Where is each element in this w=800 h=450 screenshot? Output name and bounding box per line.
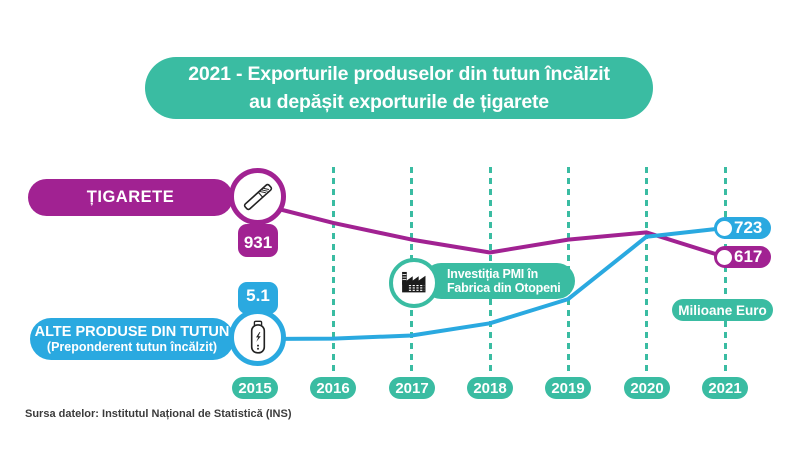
- annotation-pill: Investiția PMI în Fabrica din Otopeni: [423, 263, 575, 299]
- factory-icon-circle: [389, 258, 439, 308]
- cigarettes-2015-value-tag: 931: [238, 224, 278, 257]
- cigarettes-2021-value: 617: [734, 247, 763, 266]
- title-line-2: au depășit exporturile de țigarete: [249, 91, 549, 113]
- title-line-1: 2021 - Exporturile produselor din tutun …: [188, 63, 610, 85]
- unit-label: Milioane Euro: [678, 302, 767, 318]
- heated-2015-value: 5.1: [246, 286, 270, 305]
- heated-line-endpoint-dot: [717, 220, 732, 236]
- e-cigarette-icon: [250, 320, 265, 354]
- cigarettes-line-endpoint-dot: [717, 249, 732, 265]
- year-pill-2017: 2017: [389, 377, 435, 399]
- year-pill-2015: 2015: [232, 377, 278, 399]
- gridline-2016: [332, 167, 335, 375]
- year-pill-2018: 2018: [467, 377, 513, 399]
- heated-2021-value-pill: 723: [714, 217, 771, 239]
- year-pill-2021: 2021: [702, 377, 748, 399]
- gridline-2020: [645, 167, 648, 375]
- heated-label-line1: ALTE PRODUSE DIN TUTUN: [34, 324, 230, 340]
- factory-icon: [402, 271, 426, 293]
- heated-device-icon-circle: [229, 309, 286, 366]
- heated-label-line2: (Preponderent tutun încălzit): [46, 340, 218, 354]
- year-pill-2016: 2016: [310, 377, 356, 399]
- gridline-2021: [724, 167, 727, 375]
- annotation-line2: Fabrica din Otopeni: [447, 281, 561, 295]
- year-pill-2020: 2020: [624, 377, 670, 399]
- heated-2021-value: 723: [734, 218, 763, 237]
- cigarette-icon-circle: [229, 168, 286, 225]
- cigarette-icon: [243, 183, 272, 210]
- cigarettes-label-pill: ȚIGARETE: [28, 179, 233, 216]
- cigarettes-2021-value-pill: 617: [714, 246, 771, 268]
- unit-label-pill: Milioane Euro: [672, 299, 773, 321]
- title-banner: 2021 - Exporturile produselor din tutun …: [145, 57, 653, 119]
- annotation-line1: Investiția PMI în: [447, 266, 539, 281]
- heated-label-pill: ALTE PRODUSE DIN TUTUN (Preponderent tut…: [30, 318, 234, 360]
- source-note: Sursa datelor: Institutul Național de St…: [25, 408, 292, 420]
- cigarettes-label: ȚIGARETE: [86, 188, 175, 206]
- cigarettes-2015-value: 931: [243, 233, 273, 252]
- year-pill-2019: 2019: [545, 377, 591, 399]
